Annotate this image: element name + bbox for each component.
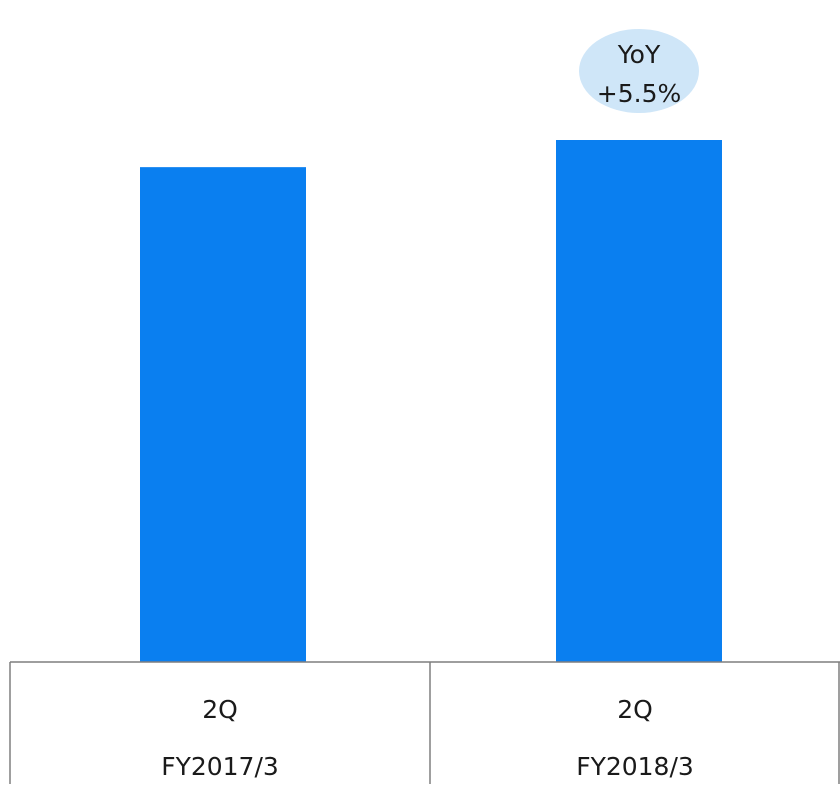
tick-label-quarter: 2Q [617,695,653,724]
tick-label-fiscal-year: FY2017/3 [161,752,279,781]
tick-label-quarter: 2Q [202,695,238,724]
bar-FY2017/3 [140,167,306,663]
yoy-value: +5.5% [597,79,681,108]
yoy-annotation: YoY +5.5% [579,29,699,113]
bar-FY2018/3 [556,140,722,662]
bars-layer [140,140,722,663]
category-axis-table: 2Q FY2017/3 2Q FY2018/3 [9,661,840,784]
tick-label-fiscal-year: FY2018/3 [576,752,694,781]
yoy-bubble [579,29,699,113]
yoy-label: YoY [617,40,661,69]
